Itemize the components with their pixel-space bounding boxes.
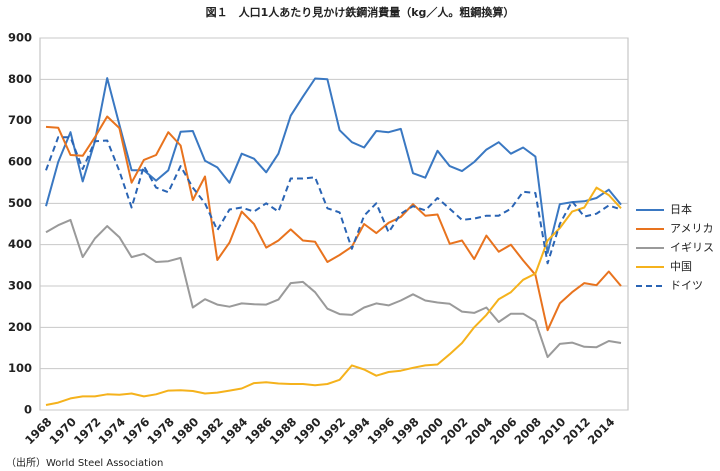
- legend-label: イギリス: [670, 241, 714, 254]
- y-tick-label: 0: [24, 403, 32, 417]
- y-tick-label: 100: [8, 361, 32, 375]
- x-tick-label: 1994: [340, 415, 373, 448]
- x-tick-label: 1968: [22, 415, 55, 448]
- series-line: [45, 136, 622, 265]
- x-tick-label: 1974: [95, 415, 128, 448]
- y-tick-label: 900: [8, 31, 32, 45]
- x-tick-label: 1990: [291, 415, 324, 448]
- x-tick-label: 1970: [47, 415, 80, 448]
- series-line: [45, 115, 622, 332]
- y-tick-label: 800: [8, 72, 32, 86]
- x-tick-label: 1998: [389, 415, 422, 448]
- x-tick-label: 2010: [536, 415, 569, 448]
- source-note: （出所）World Steel Association: [6, 456, 163, 469]
- legend-label: ドイツ: [670, 279, 703, 292]
- legend-label: 中国: [670, 260, 692, 273]
- series-line: [45, 186, 622, 406]
- y-tick-label: 700: [8, 113, 32, 127]
- legend-label: アメリカ: [670, 222, 713, 235]
- y-tick-label: 200: [8, 320, 32, 334]
- x-tick-label: 1984: [218, 415, 251, 448]
- y-tick-label: 500: [8, 196, 32, 210]
- x-tick-label: 1982: [193, 415, 226, 448]
- x-tick-label: 2008: [511, 415, 544, 448]
- legend-label: 日本: [670, 202, 692, 216]
- x-tick-label: 1976: [120, 415, 153, 448]
- x-tick-label: 2014: [585, 415, 618, 448]
- x-tick-label: 1986: [242, 415, 275, 448]
- y-tick-label: 300: [8, 279, 32, 293]
- x-tick-label: 1992: [316, 415, 349, 448]
- x-tick-label: 2000: [414, 415, 447, 448]
- y-tick-label: 600: [8, 155, 32, 169]
- x-tick-label: 1980: [169, 415, 202, 448]
- chart-title: 図１ 人口1人あたり見かけ鉄鋼消費量（kg／人。粗鋼換算）: [206, 5, 515, 19]
- x-tick-label: 1978: [144, 415, 177, 448]
- series-line: [45, 77, 622, 254]
- series-line: [45, 218, 622, 359]
- x-tick-label: 1988: [267, 415, 300, 448]
- x-tick-label: 2006: [487, 415, 520, 448]
- x-tick-label: 1996: [365, 415, 398, 448]
- x-tick-label: 2012: [560, 415, 593, 448]
- x-tick-label: 2004: [462, 415, 495, 448]
- y-tick-label: 400: [8, 237, 32, 251]
- x-tick-label: 2002: [438, 415, 471, 448]
- x-tick-label: 1972: [71, 415, 104, 448]
